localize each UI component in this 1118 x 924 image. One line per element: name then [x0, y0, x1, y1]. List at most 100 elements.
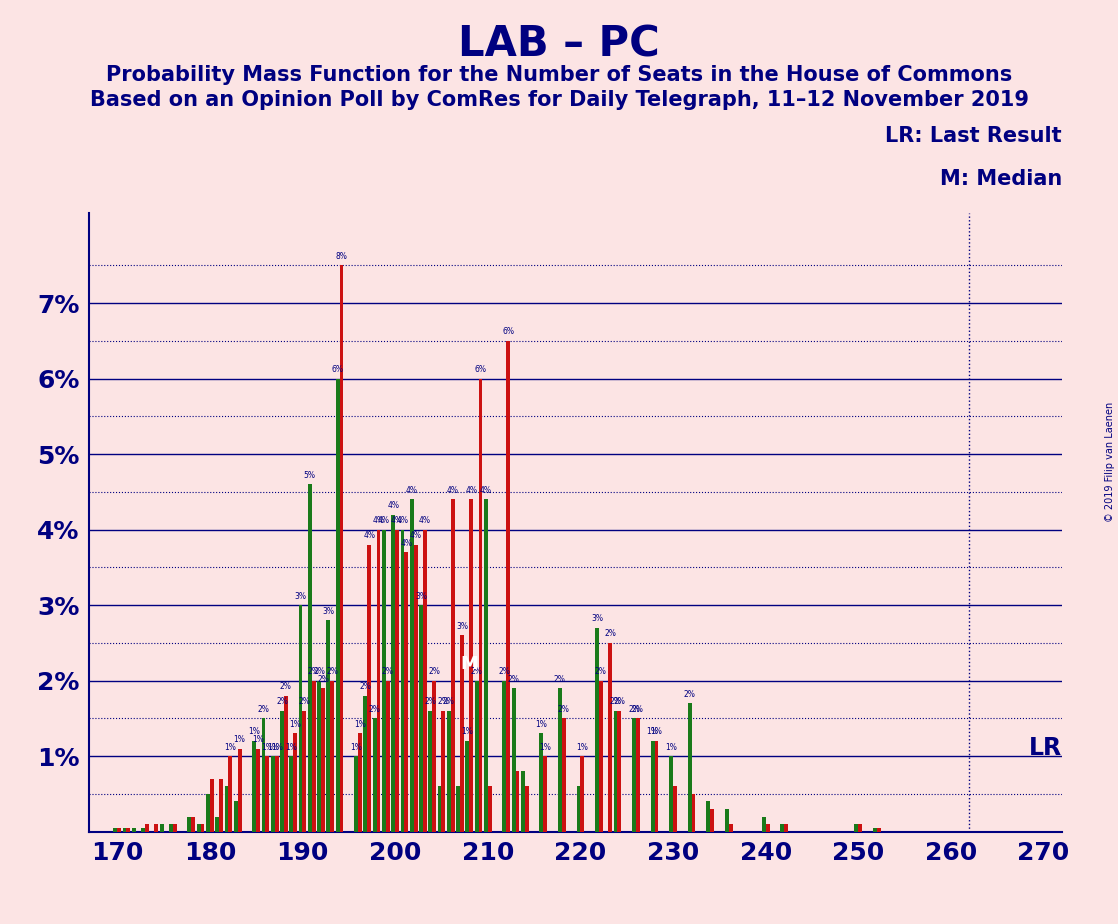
- Bar: [506, 341, 510, 832]
- Bar: [197, 824, 200, 832]
- Bar: [470, 499, 473, 832]
- Bar: [707, 801, 710, 832]
- Text: 4%: 4%: [391, 517, 404, 525]
- Bar: [188, 817, 191, 832]
- Bar: [419, 605, 423, 832]
- Bar: [558, 688, 562, 832]
- Text: 1%: 1%: [267, 743, 278, 751]
- Text: 2%: 2%: [632, 705, 644, 714]
- Text: 2%: 2%: [307, 667, 320, 676]
- Text: 1%: 1%: [646, 727, 659, 736]
- Text: 2%: 2%: [595, 667, 607, 676]
- Bar: [256, 748, 260, 832]
- Text: 8%: 8%: [335, 252, 348, 261]
- Text: 2%: 2%: [555, 675, 566, 684]
- Bar: [784, 824, 788, 832]
- Text: 1%: 1%: [350, 743, 362, 751]
- Text: 2%: 2%: [313, 667, 325, 676]
- Bar: [321, 688, 325, 832]
- Bar: [330, 681, 334, 832]
- Text: 2%: 2%: [609, 698, 622, 706]
- Text: 3%: 3%: [415, 591, 427, 601]
- Bar: [123, 828, 126, 832]
- Text: LR: LR: [1029, 736, 1062, 760]
- Bar: [368, 545, 371, 832]
- Bar: [262, 718, 265, 832]
- Text: 4%: 4%: [409, 531, 421, 541]
- Bar: [859, 824, 862, 832]
- Text: 1%: 1%: [651, 727, 662, 736]
- Bar: [654, 741, 659, 832]
- Bar: [673, 786, 676, 832]
- Text: 4%: 4%: [397, 517, 408, 525]
- Bar: [363, 696, 368, 832]
- Bar: [410, 499, 414, 832]
- Text: 1%: 1%: [225, 743, 236, 751]
- Bar: [580, 756, 585, 832]
- Text: M: M: [461, 655, 479, 673]
- Text: 2%: 2%: [360, 682, 371, 691]
- Bar: [447, 711, 451, 832]
- Bar: [456, 786, 459, 832]
- Bar: [780, 824, 784, 832]
- Bar: [414, 545, 417, 832]
- Text: 1%: 1%: [539, 743, 551, 751]
- Text: 1%: 1%: [462, 727, 473, 736]
- Bar: [766, 824, 769, 832]
- Bar: [312, 681, 315, 832]
- Bar: [577, 786, 580, 832]
- Bar: [238, 748, 241, 832]
- Text: © 2019 Filip van Laenen: © 2019 Filip van Laenen: [1105, 402, 1115, 522]
- Bar: [303, 711, 306, 832]
- Bar: [670, 756, 673, 832]
- Bar: [335, 379, 340, 832]
- Text: 2%: 2%: [326, 667, 338, 676]
- Bar: [608, 643, 612, 832]
- Bar: [729, 824, 732, 832]
- Text: 1%: 1%: [262, 743, 273, 751]
- Bar: [437, 786, 442, 832]
- Bar: [617, 711, 622, 832]
- Bar: [132, 828, 135, 832]
- Bar: [614, 711, 617, 832]
- Text: 2%: 2%: [369, 705, 380, 714]
- Text: 2%: 2%: [684, 689, 695, 699]
- Bar: [290, 756, 293, 832]
- Text: LAB – PC: LAB – PC: [458, 23, 660, 65]
- Bar: [293, 734, 297, 832]
- Text: LR: Last Result: LR: Last Result: [885, 126, 1062, 146]
- Bar: [113, 828, 117, 832]
- Text: Based on an Opinion Poll by ComRes for Daily Telegraph, 11–12 November 2019: Based on an Opinion Poll by ComRes for D…: [89, 90, 1029, 110]
- Text: Probability Mass Function for the Number of Seats in the House of Commons: Probability Mass Function for the Number…: [106, 65, 1012, 85]
- Bar: [543, 756, 547, 832]
- Bar: [228, 756, 233, 832]
- Text: 1%: 1%: [665, 743, 678, 751]
- Bar: [562, 718, 566, 832]
- Bar: [688, 703, 692, 832]
- Bar: [206, 794, 210, 832]
- Text: 2%: 2%: [614, 698, 625, 706]
- Bar: [632, 718, 636, 832]
- Bar: [502, 681, 506, 832]
- Text: 3%: 3%: [294, 591, 306, 601]
- Bar: [405, 553, 408, 832]
- Bar: [281, 711, 284, 832]
- Text: 2%: 2%: [628, 705, 639, 714]
- Text: 1%: 1%: [536, 720, 548, 729]
- Text: 1%: 1%: [234, 735, 246, 744]
- Text: 1%: 1%: [253, 735, 264, 744]
- Text: 2%: 2%: [382, 667, 394, 676]
- Text: 2%: 2%: [471, 667, 483, 676]
- Text: 6%: 6%: [474, 365, 486, 374]
- Bar: [692, 794, 695, 832]
- Text: 2%: 2%: [443, 698, 455, 706]
- Text: 2%: 2%: [508, 675, 520, 684]
- Text: 5%: 5%: [304, 471, 315, 480]
- Text: 4%: 4%: [378, 517, 390, 525]
- Text: 4%: 4%: [465, 486, 477, 495]
- Bar: [386, 681, 390, 832]
- Bar: [117, 828, 121, 832]
- Bar: [595, 627, 599, 832]
- Text: M: Median: M: Median: [940, 169, 1062, 189]
- Bar: [141, 828, 145, 832]
